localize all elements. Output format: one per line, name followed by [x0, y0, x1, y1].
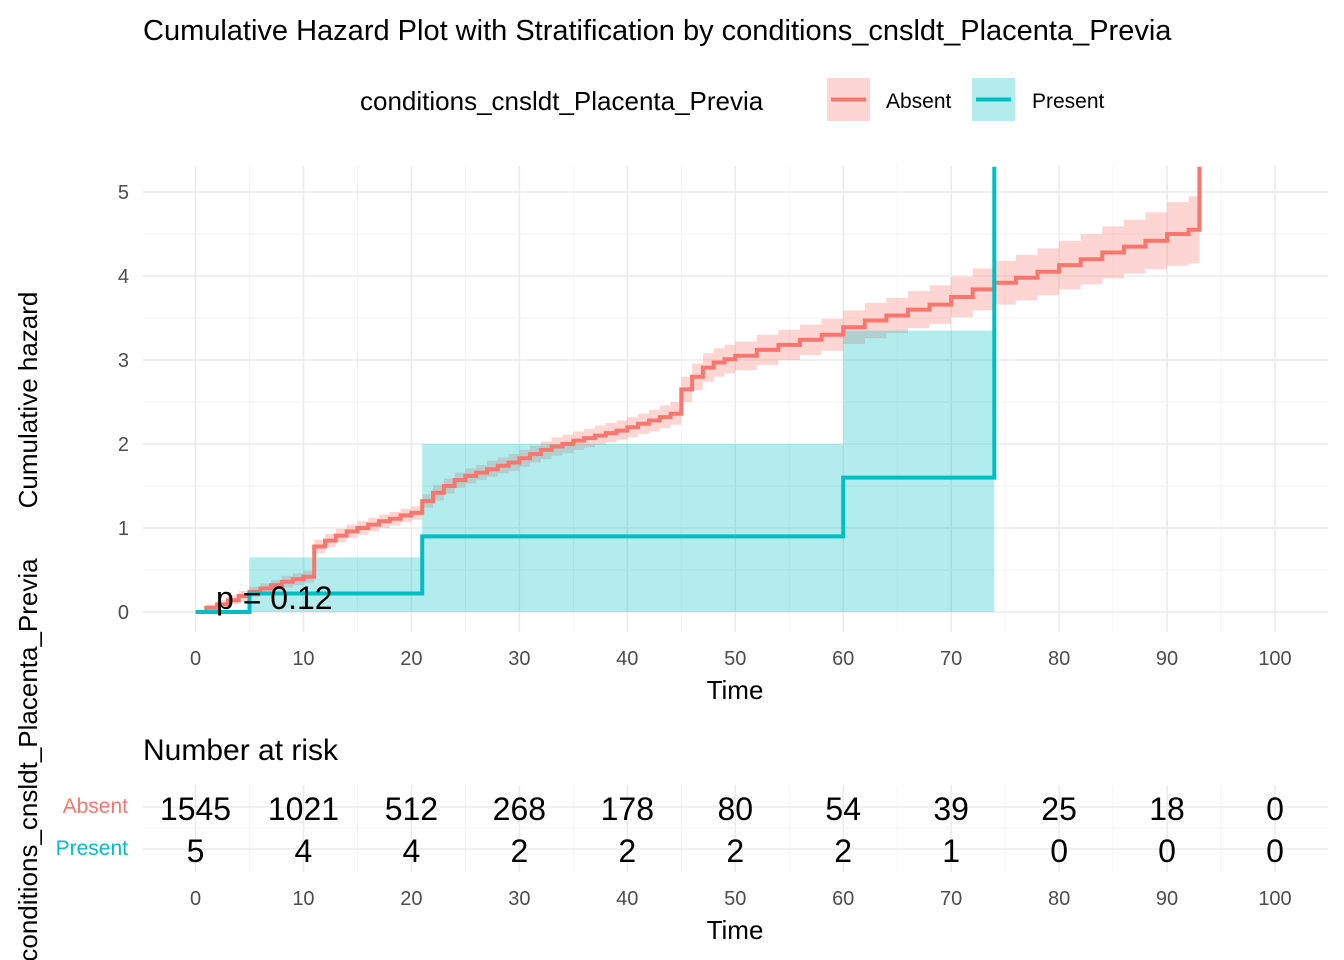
legend-label-absent: Absent — [886, 90, 952, 113]
risk-count-present: 5 — [187, 833, 205, 869]
x-tick-label: 100 — [1258, 648, 1291, 670]
x-axis-title: Time — [707, 675, 764, 705]
x-tick-label: 90 — [1156, 648, 1178, 670]
x-tick-labels: 0 10 20 30 40 50 60 70 80 90 100 — [190, 648, 1292, 670]
risk-x-tick-label: 40 — [616, 888, 638, 910]
y-tick-label: 4 — [118, 266, 129, 288]
risk-count-absent: 1545 — [160, 791, 231, 827]
risk-table-x-tick-labels: 0 10 20 30 40 50 60 70 80 90 100 — [190, 888, 1292, 910]
risk-table-y-axis-title: conditions_cnsldt_Placenta_Previa — [13, 558, 43, 960]
risk-count-present: 0 — [1158, 833, 1176, 869]
risk-count-absent: 0 — [1266, 791, 1284, 827]
risk-count-absent: 80 — [717, 791, 753, 827]
risk-count-present: 0 — [1266, 833, 1284, 869]
risk-count-present: 0 — [1050, 833, 1068, 869]
legend-label-present: Present — [1032, 90, 1105, 113]
risk-count-absent: 25 — [1041, 791, 1077, 827]
y-tick-label: 0 — [118, 602, 129, 624]
p-value-annotation: p = 0.12 — [216, 580, 333, 616]
y-tick-label: 1 — [118, 518, 129, 540]
x-tick-label: 40 — [616, 648, 638, 670]
risk-count-present: 1 — [942, 833, 960, 869]
risk-count-present: 4 — [295, 833, 313, 869]
risk-count-absent: 39 — [933, 791, 969, 827]
risk-count-present: 2 — [726, 833, 744, 869]
ci-band-present — [195, 330, 995, 612]
risk-count-present: 2 — [834, 833, 852, 869]
hazard-panel: p = 0.12 0 1 2 3 4 5 0 10 20 30 40 50 60 70 80 90 100 T… — [13, 166, 1328, 705]
x-tick-label: 70 — [940, 648, 962, 670]
x-tick-label: 0 — [190, 648, 201, 670]
x-tick-label: 80 — [1048, 648, 1070, 670]
risk-count-absent: 512 — [385, 791, 438, 827]
risk-row-label-absent: Absent — [63, 795, 129, 818]
chart-title: Cumulative Hazard Plot with Stratificati… — [143, 15, 1172, 47]
hazard-line-present — [195, 166, 997, 614]
confidence-bands — [195, 196, 1200, 612]
risk-table-gridlines — [143, 785, 1328, 872]
risk-x-tick-label: 50 — [724, 888, 746, 910]
risk-count-present: 2 — [618, 833, 636, 869]
hazard-line-absent — [195, 166, 1202, 614]
legend: conditions_cnsldt_Placenta_Previa Absent… — [360, 78, 1105, 121]
risk-table: Number at risk Absent Present 1545 1021 51… — [13, 558, 1328, 960]
risk-table-title: Number at risk — [143, 734, 339, 767]
risk-table-x-axis-title: Time — [707, 915, 764, 945]
risk-count-absent: 268 — [493, 791, 546, 827]
hazard-lines — [195, 166, 1202, 614]
risk-x-tick-label: 70 — [940, 888, 962, 910]
y-tick-labels: 0 1 2 3 4 5 — [118, 182, 129, 624]
y-tick-label: 5 — [118, 182, 129, 204]
legend-title: conditions_cnsldt_Placenta_Previa — [360, 86, 764, 116]
y-tick-label: 3 — [118, 350, 129, 372]
legend-key-absent — [827, 78, 870, 121]
risk-x-tick-label: 0 — [190, 888, 201, 910]
ci-band-absent — [195, 196, 1200, 612]
risk-count-absent: 54 — [825, 791, 861, 827]
x-tick-label: 30 — [508, 648, 530, 670]
legend-key-present — [972, 78, 1015, 121]
risk-x-tick-label: 20 — [400, 888, 422, 910]
risk-table-counts: 1545 1021 512 268 178 80 54 39 25 18 05 4 4 2 2 2 2 1 0 0 0 — [160, 791, 1284, 869]
risk-count-present: 2 — [510, 833, 528, 869]
risk-x-tick-label: 60 — [832, 888, 854, 910]
risk-x-tick-label: 80 — [1048, 888, 1070, 910]
risk-count-absent: 18 — [1149, 791, 1185, 827]
risk-x-tick-label: 30 — [508, 888, 530, 910]
risk-x-tick-label: 100 — [1258, 888, 1291, 910]
risk-count-absent: 178 — [601, 791, 654, 827]
hazard-gridlines — [143, 166, 1328, 632]
x-tick-label: 20 — [400, 648, 422, 670]
y-axis-title: Cumulative hazard — [13, 292, 43, 509]
x-tick-label: 60 — [832, 648, 854, 670]
risk-count-absent: 1021 — [268, 791, 339, 827]
y-tick-label: 2 — [118, 434, 129, 456]
risk-x-tick-label: 90 — [1156, 888, 1178, 910]
x-tick-label: 10 — [292, 648, 314, 670]
risk-count-present: 4 — [403, 833, 421, 869]
risk-x-tick-label: 10 — [292, 888, 314, 910]
risk-row-label-present: Present — [56, 837, 129, 860]
x-tick-label: 50 — [724, 648, 746, 670]
